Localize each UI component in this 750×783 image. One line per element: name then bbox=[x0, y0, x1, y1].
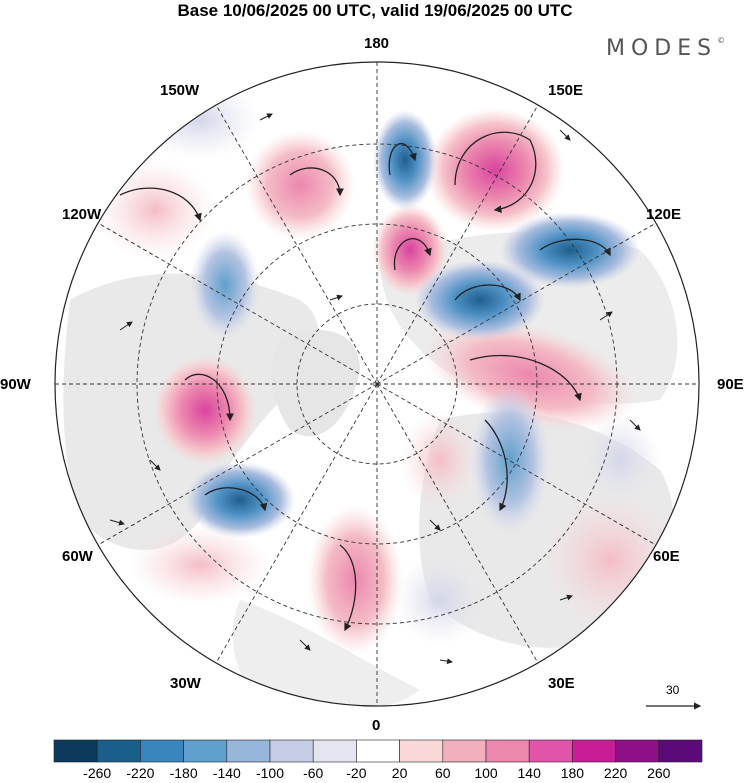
colorbar-tick-label: 20 bbox=[391, 765, 408, 781]
colorbar-swatch bbox=[615, 739, 660, 763]
colorbar-swatch bbox=[485, 739, 530, 763]
colorbar-tick-label: -20 bbox=[346, 765, 367, 781]
lon-label-90w: 90W bbox=[0, 376, 31, 393]
colorbar-tick-label: -100 bbox=[255, 765, 285, 781]
colorbar-tick-label: 260 bbox=[647, 765, 671, 781]
colorbar-tick-label: 180 bbox=[560, 765, 585, 781]
colorbar-swatch bbox=[96, 739, 141, 763]
colorbar-tick-label: 140 bbox=[517, 765, 541, 781]
lon-label-120e: 120E bbox=[646, 206, 682, 223]
lon-label-60w: 60W bbox=[62, 548, 93, 565]
colorbar-tick-label: -180 bbox=[169, 765, 198, 781]
colorbar-tick-label: 100 bbox=[474, 765, 498, 781]
colorbar-tick-label: -260 bbox=[83, 765, 112, 781]
colorbar-swatch bbox=[442, 739, 487, 763]
colorbar-swatch bbox=[312, 739, 357, 763]
colorbar-tick-label: -220 bbox=[126, 765, 155, 781]
lon-label-180: 180 bbox=[364, 35, 390, 52]
lon-label-30e: 30E bbox=[548, 675, 575, 692]
colorbar-swatch bbox=[658, 739, 703, 763]
lon-label-90e: 90E bbox=[717, 376, 744, 393]
colorbar-swatch bbox=[183, 739, 228, 763]
colorbar-swatch bbox=[528, 739, 573, 763]
lon-label-150e: 150E bbox=[548, 82, 584, 99]
colorbar bbox=[53, 739, 703, 763]
colorbar-swatch bbox=[226, 739, 271, 763]
colorbar-tick-label: 220 bbox=[603, 765, 628, 781]
lon-label-30w: 30W bbox=[170, 675, 201, 692]
map-title: Base 10/06/2025 00 UTC, valid 19/06/2025… bbox=[177, 1, 573, 20]
lon-label-60e: 60E bbox=[653, 548, 680, 565]
lon-label-150w: 150W bbox=[160, 82, 200, 99]
reference-vector-label: 30 bbox=[666, 683, 680, 697]
modes-logo: MODES© bbox=[606, 36, 726, 61]
colorbar-tick-label: -140 bbox=[212, 765, 241, 781]
lon-label-120w: 120W bbox=[62, 206, 102, 223]
colorbar-tick-label: -60 bbox=[303, 765, 324, 781]
colorbar-tick-label: 60 bbox=[435, 765, 451, 781]
colorbar-swatch bbox=[399, 739, 444, 763]
colorbar-swatch bbox=[572, 739, 616, 763]
colorbar-swatch bbox=[356, 739, 400, 763]
colorbar-swatch bbox=[53, 739, 98, 763]
colorbar-swatch bbox=[140, 739, 184, 763]
colorbar-swatch bbox=[269, 739, 314, 763]
lon-label-0: 0 bbox=[372, 717, 381, 734]
